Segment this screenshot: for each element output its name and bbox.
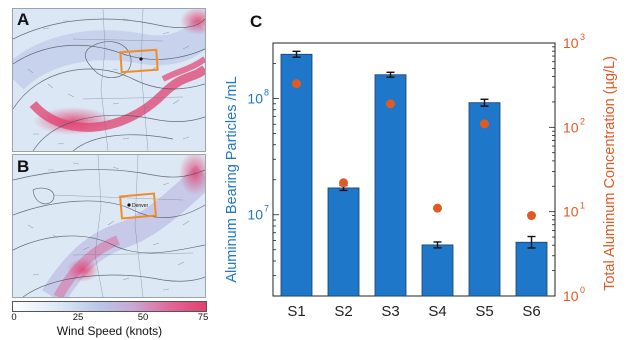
left-tick-label: 10 — [247, 90, 263, 106]
right-tick-label: 10 — [563, 119, 579, 135]
concentration-point-s3 — [386, 99, 395, 109]
panel-label-a: A — [17, 10, 30, 29]
right-tick-exponent: 2 — [580, 116, 585, 126]
x-tick-label: S2 — [334, 303, 352, 320]
wind-speed-colorbar — [12, 301, 207, 312]
colorbar-label: Wind Speed (knots) — [56, 324, 163, 338]
colorbar-tick: 75 — [197, 312, 209, 323]
left-axis-label: Aluminum Bearing Particles /mL — [224, 76, 240, 282]
panel-label-b: B — [17, 157, 30, 176]
concentration-point-s2 — [339, 178, 348, 188]
right-tick-exponent: 1 — [580, 201, 585, 211]
right-tick-label: 10 — [563, 288, 579, 304]
concentration-point-s6 — [527, 211, 536, 221]
left-tick-label: 10 — [247, 207, 263, 223]
panel-label-c: C — [250, 12, 262, 31]
right-axis-label: Total Aluminum Concentration (µg/L) — [602, 56, 618, 291]
plot-frame — [272, 42, 556, 297]
concentration-point-s4 — [433, 203, 442, 213]
right-tick-exponent: 3 — [580, 32, 585, 42]
concentration-point-s1 — [292, 79, 301, 89]
wind-map-a — [12, 8, 206, 152]
colorbar-tick: 25 — [72, 312, 84, 323]
bar-s6 — [515, 241, 548, 297]
bar-s3 — [374, 74, 407, 297]
x-tick-label: S5 — [475, 303, 493, 320]
right-tick-label: 10 — [563, 204, 579, 220]
wind-map-b: Denver — [12, 154, 206, 298]
bar-s2 — [327, 187, 360, 297]
x-tick-label: S4 — [428, 303, 446, 320]
x-tick-label: S6 — [522, 303, 540, 320]
bar-s1 — [280, 53, 313, 297]
concentration-point-s5 — [480, 119, 489, 129]
colorbar-tick: 0 — [11, 312, 17, 323]
right-tick-label: 10 — [563, 35, 579, 51]
right-tick-exponent: 0 — [580, 285, 585, 295]
x-tick-label: S3 — [381, 303, 399, 320]
bar-s4 — [421, 244, 454, 297]
x-tick-label: S1 — [287, 303, 305, 320]
left-tick-exponent: 8 — [264, 87, 269, 97]
colorbar-tick: 50 — [137, 312, 149, 323]
bar-s5 — [468, 102, 501, 297]
left-tick-exponent: 7 — [264, 204, 269, 214]
map-city-label: Denver — [132, 203, 148, 209]
